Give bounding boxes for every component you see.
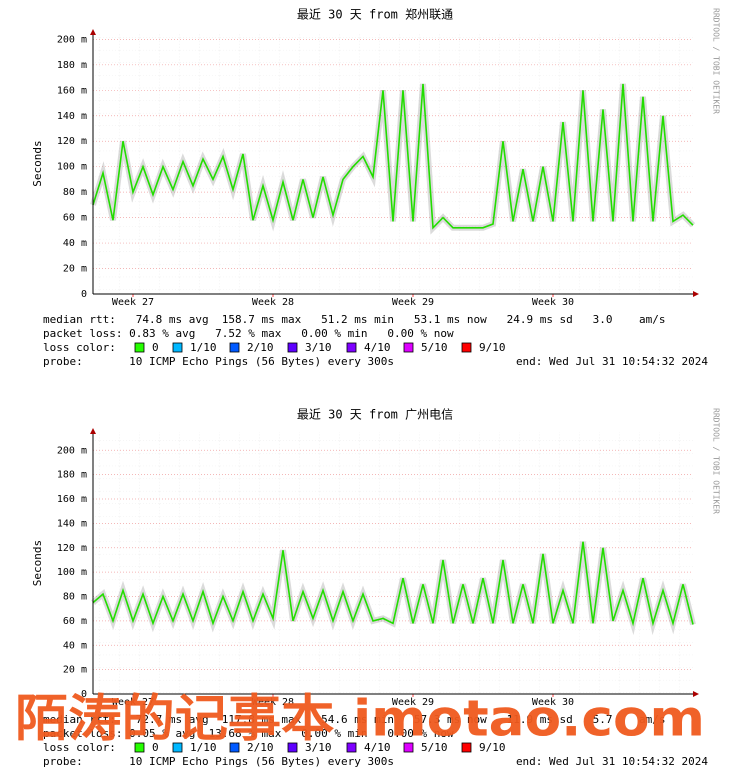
loss-swatch-label: 1/10 [190,741,217,754]
loss-swatch [346,742,357,753]
loss-swatch-label: 3/10 [305,341,332,354]
loss-swatch [403,342,414,353]
loss-swatch-label: 3/10 [305,741,332,754]
y-tick-label: 160 m [57,85,87,96]
y-tick-label: 60 m [63,213,87,224]
loss-swatch [287,742,298,753]
x-tick-label: Week 28 [252,697,294,708]
y-tick-label: 100 m [57,162,87,173]
y-tick-label: 40 m [63,640,87,651]
stats-line: packet loss: 0.83 % avg 7.52 % max 0.00 … [43,327,454,340]
chart-title: 最近 30 天 from 广州电信 [297,408,453,422]
median-line [92,541,694,627]
loss-swatch-label: 0 [152,341,159,354]
loss-swatch-label: 9/10 [479,341,506,354]
plot-area [93,432,693,694]
y-tick-label: 40 m [63,238,87,249]
axes [92,31,697,295]
y-tick-label: 120 m [57,543,87,554]
y-tick-label: 140 m [57,111,87,122]
loss-swatch [403,742,414,753]
y-axis-label: Seconds [31,140,44,186]
x-tick-label: Week 28 [252,297,294,308]
y-axis-label: Seconds [31,540,44,586]
loss-swatch-label: 4/10 [364,341,391,354]
y-tick-label: 0 [81,689,87,700]
side-text: RRDTOOL / TOBI OETIKER [712,8,721,114]
plot-area [93,33,693,294]
loss-swatch-label: 2/10 [247,341,274,354]
x-tick-label: Week 27 [112,697,154,708]
probe: probe: 10 ICMP Echo Pings (56 Bytes) eve… [43,755,394,768]
loss-swatch-label: 2/10 [247,741,274,754]
probe: probe: 10 ICMP Echo Pings (56 Bytes) eve… [43,355,394,368]
y-tick-label: 80 m [63,592,87,603]
y-tick-label: 20 m [63,264,87,275]
side-text: RRDTOOL / TOBI OETIKER [712,408,721,514]
end-time: end: Wed Jul 31 10:54:32 2024 [516,355,708,368]
loss-swatch [461,342,472,353]
stats-line: median rtt: 74.8 ms avg 158.7 ms max 51.… [43,313,666,326]
y-tick-label: 200 m [57,445,87,456]
loss-swatch [461,742,472,753]
y-tick-label: 60 m [63,616,87,627]
loss-swatch-label: 0 [152,741,159,754]
x-tick-label: Week 30 [532,297,574,308]
y-tick-label: 160 m [57,494,87,505]
loss-swatch [172,342,183,353]
loss-swatch [346,342,357,353]
loss-swatch-label: 1/10 [190,341,217,354]
x-tick-label: Week 29 [392,697,434,708]
loss-swatch [172,742,183,753]
stats-line: packet loss: 0.05 % avg 13.68 % max 0.00… [43,727,454,740]
loss-legend-label: loss color: [43,741,116,754]
chart-title: 最近 30 天 from 郑州联通 [297,7,453,22]
y-tick-label: 140 m [57,518,87,529]
loss-swatch-label: 5/10 [421,341,448,354]
y-tick-label: 0 [81,289,87,300]
end-time: end: Wed Jul 31 10:54:32 2024 [516,755,708,768]
y-tick-label: 100 m [57,567,87,578]
watermark: 陌涛的记事本 imotao.com [15,690,705,748]
loss-swatch-label: 5/10 [421,741,448,754]
stats-line: median rtt: 72.7 ms avg 117.8 ms max 54.… [43,713,666,726]
x-tick-label: Week 27 [112,297,154,308]
loss-swatch [134,742,145,753]
loss-swatch [134,342,145,353]
loss-swatch [287,342,298,353]
axes [92,430,697,695]
y-tick-label: 80 m [63,187,87,198]
x-tick-label: Week 30 [532,697,574,708]
y-tick-label: 200 m [57,34,87,45]
y-tick-label: 120 m [57,136,87,147]
median-line [92,83,694,230]
x-tick-label: Week 29 [392,297,434,308]
y-tick-label: 180 m [57,60,87,71]
loss-swatch [229,742,240,753]
loss-swatch [229,342,240,353]
y-tick-label: 20 m [63,665,87,676]
y-tick-label: 180 m [57,470,87,481]
loss-swatch-label: 9/10 [479,741,506,754]
loss-swatch-label: 4/10 [364,741,391,754]
loss-legend-label: loss color: [43,341,116,354]
